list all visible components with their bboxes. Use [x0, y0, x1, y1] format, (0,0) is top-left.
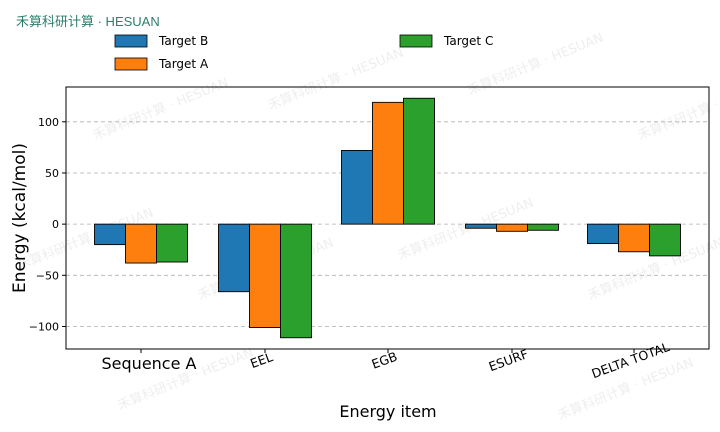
bar	[218, 223, 250, 293]
x-tick-label: EEL	[248, 349, 275, 371]
bar	[618, 223, 650, 253]
x-tick-label: Sequence A	[102, 354, 197, 373]
y-tick-label: −50	[36, 269, 59, 282]
y-tick-label: 0	[52, 218, 59, 231]
legend-label: Target B	[158, 34, 208, 48]
bar	[249, 223, 281, 328]
y-axis: −100 −50 0 50 100	[29, 116, 66, 333]
bar	[125, 223, 157, 264]
watermark-text: 禾算科研计算 · HESUAN	[91, 76, 231, 144]
bar	[465, 223, 497, 229]
bar	[649, 223, 681, 257]
legend: Target B Target A Target C	[114, 34, 493, 71]
watermark-text: 禾算科研计算 · HESUAN	[636, 76, 720, 144]
bar	[496, 223, 528, 232]
legend-swatch	[114, 57, 148, 71]
y-tick-label: 50	[45, 167, 59, 180]
x-tick-label: ESURF	[487, 346, 531, 374]
y-tick-label: 100	[38, 116, 59, 129]
bar	[94, 223, 126, 246]
x-tick-label: EGB	[370, 349, 400, 372]
x-axis-label: Energy item	[339, 402, 436, 421]
legend-label: Target A	[158, 57, 209, 71]
bar	[527, 223, 559, 231]
y-tick-label: −100	[29, 320, 59, 333]
legend-swatch	[114, 34, 148, 48]
bar	[280, 223, 312, 339]
bar	[587, 223, 619, 245]
bar	[156, 223, 188, 263]
legend-swatch	[399, 34, 433, 48]
brand-label: 禾算科研计算 · HESUAN	[16, 14, 160, 29]
bars	[94, 97, 681, 339]
bar	[341, 150, 373, 225]
bar	[372, 101, 404, 225]
bar	[403, 97, 435, 225]
legend-label: Target C	[443, 34, 493, 48]
y-axis-label: Energy (kcal/mol)	[10, 143, 30, 293]
